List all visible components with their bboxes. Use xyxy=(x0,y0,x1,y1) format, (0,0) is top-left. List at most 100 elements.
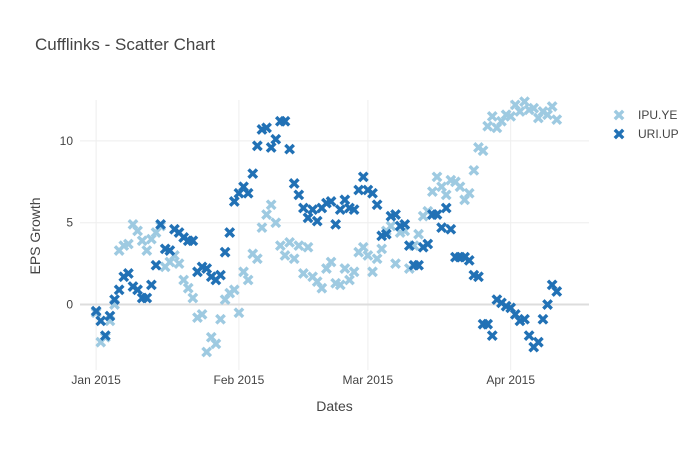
data-point xyxy=(477,145,489,157)
x-tick-label: Mar 2015 xyxy=(343,373,394,387)
data-point xyxy=(104,310,116,322)
data-point xyxy=(182,282,194,294)
data-point xyxy=(519,96,530,108)
data-point xyxy=(528,102,540,114)
data-point xyxy=(274,240,286,252)
data-point xyxy=(311,215,323,227)
data-point xyxy=(542,299,553,310)
data-point xyxy=(155,218,167,230)
data-point xyxy=(431,171,443,183)
data-point xyxy=(247,168,259,180)
data-point xyxy=(242,187,254,199)
data-point xyxy=(141,292,153,304)
y-axis-title: EPS Growth xyxy=(27,197,43,274)
data-point xyxy=(468,164,480,176)
data-point xyxy=(523,330,535,342)
data-point xyxy=(532,336,544,348)
data-point xyxy=(542,109,553,121)
data-point xyxy=(454,181,466,193)
data-point xyxy=(348,204,360,216)
data-point xyxy=(357,171,369,183)
data-point xyxy=(298,202,309,214)
data-point xyxy=(284,143,295,155)
data-point xyxy=(505,110,517,122)
data-point xyxy=(537,313,549,325)
data-point xyxy=(482,120,494,132)
data-point xyxy=(385,220,397,232)
data-point xyxy=(390,258,401,270)
x-tick-label: Apr 2015 xyxy=(486,373,535,387)
data-point xyxy=(173,258,185,270)
data-point xyxy=(357,241,369,253)
data-point xyxy=(413,228,424,240)
data-point xyxy=(302,212,314,224)
data-point xyxy=(463,187,475,199)
data-point xyxy=(546,101,558,112)
data-point xyxy=(486,330,498,342)
data-point xyxy=(270,217,282,229)
chart-title: Cufflinks - Scatter Chart xyxy=(35,35,215,54)
data-point xyxy=(293,189,305,201)
data-point xyxy=(201,263,213,274)
data-point xyxy=(122,238,134,250)
data-point xyxy=(325,256,337,268)
data-points xyxy=(90,96,563,358)
legend-item[interactable]: IPU.YE xyxy=(613,108,678,122)
data-point xyxy=(109,294,120,306)
x-tick-label: Jan 2015 xyxy=(71,373,121,387)
data-point xyxy=(132,225,143,237)
data-point xyxy=(215,269,226,281)
data-point xyxy=(256,222,268,234)
data-point xyxy=(90,305,102,317)
data-point xyxy=(302,241,314,253)
data-point xyxy=(224,227,236,238)
data-point xyxy=(380,228,392,240)
data-point xyxy=(344,274,355,286)
data-point xyxy=(251,140,263,152)
data-point xyxy=(551,286,563,297)
data-point xyxy=(519,313,530,325)
y-tick-label: 5 xyxy=(66,216,73,230)
data-point xyxy=(145,279,157,291)
series-uri-up xyxy=(90,115,563,353)
data-point xyxy=(348,266,360,278)
data-point xyxy=(261,209,272,220)
data-point xyxy=(440,189,452,201)
data-point xyxy=(265,199,277,211)
data-point xyxy=(445,223,457,235)
data-point xyxy=(201,346,213,358)
data-point xyxy=(279,115,291,127)
data-point xyxy=(367,187,378,199)
legend-item[interactable]: URI.UP xyxy=(613,127,679,141)
data-point xyxy=(99,330,111,342)
data-point xyxy=(376,243,388,255)
data-point xyxy=(251,253,263,265)
data-point xyxy=(298,268,309,279)
data-point xyxy=(473,271,484,283)
data-point xyxy=(436,222,447,234)
y-tick-label: 0 xyxy=(66,298,73,312)
legend-label: URI.UP xyxy=(638,127,679,141)
data-point xyxy=(122,268,134,279)
data-point xyxy=(95,315,107,327)
data-point xyxy=(334,279,346,291)
data-point xyxy=(196,308,208,320)
y-axis-ticks: 0 5 10 xyxy=(60,134,74,312)
legend-label: IPU.YE xyxy=(638,108,677,122)
data-point xyxy=(307,204,319,216)
legend-marker-icon xyxy=(613,109,625,121)
legend: IPU.YE URI.UP xyxy=(613,108,679,141)
data-point xyxy=(219,246,231,258)
legend-marker-icon xyxy=(613,128,625,140)
data-point xyxy=(316,282,328,294)
x-axis-ticks: Jan 2015 Feb 2015 Mar 2015 Apr 2015 xyxy=(71,373,535,387)
data-point xyxy=(150,259,162,271)
data-point xyxy=(164,245,176,256)
data-point xyxy=(339,263,351,274)
data-point xyxy=(436,181,447,193)
data-point xyxy=(353,184,365,196)
data-point xyxy=(486,110,498,122)
data-point xyxy=(390,209,401,220)
